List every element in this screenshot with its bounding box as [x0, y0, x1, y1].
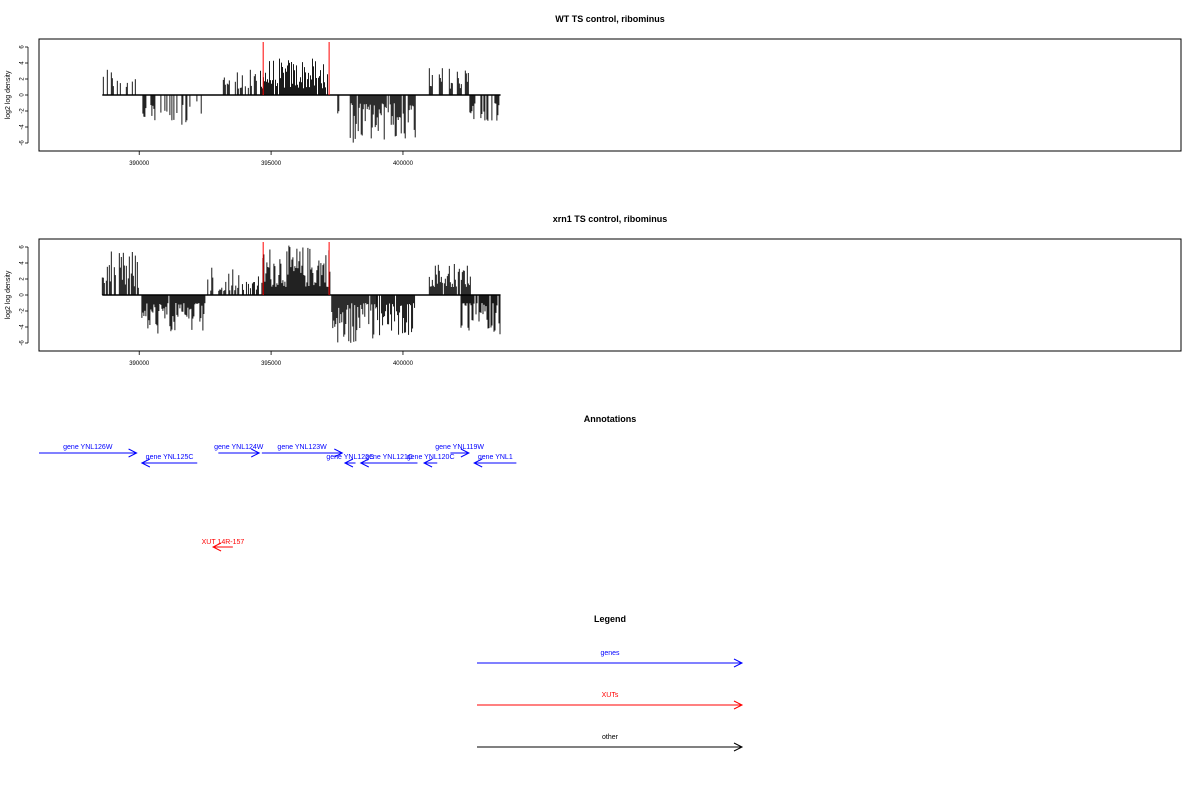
gene-label: gene YNL124W: [214, 444, 264, 451]
legend-arrow: [477, 742, 744, 752]
wt-y-tick-label: -2: [20, 108, 26, 114]
gene-label: gene YNL126W: [63, 444, 113, 451]
xut-label: XUT 14R-157: [202, 539, 245, 546]
xrn1-y-axis-label: log2 log density: [5, 270, 12, 319]
legend-label: genes: [600, 650, 620, 657]
gene-label: gene YNL125C: [146, 454, 194, 461]
legend-arrow-head: [733, 742, 744, 752]
gene-label: gene YNL123W: [277, 444, 327, 451]
legend-arrow-head: [733, 658, 744, 668]
legend-items: genes XUTs other: [477, 650, 744, 752]
xrn1-markers: [262, 242, 330, 295]
wt-y-tick-label: 0: [20, 93, 26, 97]
wt-x-tick-label: 400000: [393, 161, 414, 167]
wt-y-tick-label: -4: [20, 124, 26, 130]
wt-track-title: WT TS control, ribominus: [555, 14, 665, 24]
xrn1-x-tick-label: 395000: [261, 361, 282, 367]
wt-y-tick-label: 6: [20, 45, 26, 49]
gene-label: gene YNL121C: [365, 454, 413, 461]
gene-arrow-head: [140, 458, 151, 468]
xrn1-y-tick-label: -4: [20, 324, 26, 330]
legend-arrow: [477, 700, 744, 710]
annotations-title: Annotations: [584, 414, 637, 424]
gene-arrow: [359, 458, 418, 468]
wt-track-panel: WT TS control, ribominus log2 log densit…: [5, 14, 1182, 167]
gene-label: gene YNL120C: [407, 454, 455, 461]
gene-arrow-head: [334, 448, 344, 458]
gene-arrow-head: [343, 458, 354, 468]
xrn1-track-title: xrn1 TS control, ribominus: [553, 214, 668, 224]
wt-x-tick-label: 390000: [129, 161, 150, 167]
gene-arrow: [218, 448, 261, 458]
gene-arrow-head: [460, 448, 471, 458]
wt-y-tick-label: -6: [20, 140, 26, 146]
gene-arrow: [473, 458, 517, 468]
gene-arrow: [450, 448, 471, 458]
xrn1-x-tick-label: 400000: [393, 361, 414, 367]
legend-label: other: [602, 734, 619, 741]
gene-arrow: [140, 458, 198, 468]
wt-plot-frame: [38, 38, 1182, 152]
gene-label: gene YNL1: [478, 454, 513, 461]
legend: Legend genes XUTs other: [477, 614, 744, 752]
xrn1-y-tick-label: 6: [20, 245, 26, 249]
gene-arrow-head: [251, 448, 261, 458]
xrn1-x-tick-label: 390000: [129, 361, 150, 367]
gene-arrow: [343, 458, 356, 468]
xrn1-plot-frame: [38, 238, 1182, 352]
gene-annotations: gene YNL126W gene YNL125C gene YNL124W gene…: [39, 444, 517, 468]
wt-x-tick-label: 395000: [261, 161, 282, 167]
gene-arrow-head: [473, 458, 483, 468]
xrn1-y-tick-label: -2: [20, 308, 26, 314]
xrn1-track-panel: xrn1 TS control, ribominus log2 log dens…: [5, 214, 1182, 367]
gene-label: gene YNL119W: [435, 444, 484, 451]
xrn1-bars: [101, 245, 501, 343]
wt-y-axis: 6 4 2 0 -2 -4 -6: [20, 45, 29, 146]
wt-y-tick-label: 4: [20, 61, 26, 65]
xrn1-y-tick-label: -6: [20, 340, 26, 346]
legend-arrow-head: [733, 700, 744, 710]
xrn1-y-tick-label: 4: [20, 261, 26, 265]
wt-y-axis-label: log2 log density: [5, 70, 12, 119]
legend-label: XUTs: [602, 692, 619, 699]
gene-arrow-head: [128, 448, 138, 458]
xrn1-x-axis: 390000 395000 400000: [129, 351, 414, 367]
gene-arrow-head: [359, 458, 369, 468]
xut-arrow-head: [211, 542, 222, 552]
gene-arrow-head: [422, 458, 433, 468]
wt-x-axis: 390000 395000 400000: [129, 151, 414, 167]
gene-label: gene YNL122C: [326, 454, 374, 461]
xrn1-y-tick-label: 0: [20, 293, 26, 297]
xrn1-y-axis: 6 4 2 0 -2 -4 -6: [20, 245, 29, 346]
wt-markers: [262, 42, 330, 95]
xrn1-y-tick-label: 2: [20, 277, 26, 281]
legend-title: Legend: [594, 614, 626, 624]
wt-y-tick-label: 2: [20, 77, 26, 81]
legend-arrow: [477, 658, 744, 668]
gene-arrow: [422, 458, 438, 468]
gene-arrow: [39, 448, 138, 458]
xut-annotations: XUT 14R-157: [202, 539, 245, 552]
xut-arrow: [211, 542, 233, 552]
wt-bars: [102, 58, 500, 143]
gene-arrow: [261, 448, 344, 458]
